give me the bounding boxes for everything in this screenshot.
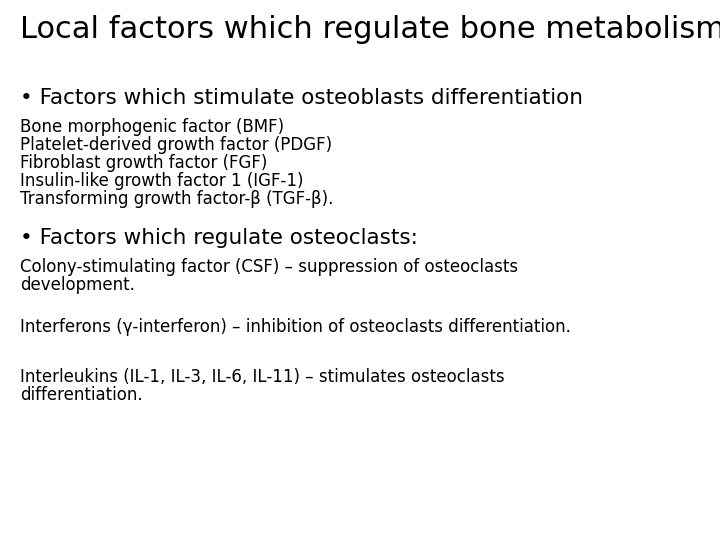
Text: differentiation.: differentiation. — [20, 386, 143, 404]
Text: Interleukins (IL-1, IL-3, IL-6, IL-11) – stimulates osteoclasts: Interleukins (IL-1, IL-3, IL-6, IL-11) –… — [20, 368, 505, 386]
Text: • Factors which regulate osteoclasts:: • Factors which regulate osteoclasts: — [20, 228, 418, 248]
Text: Bone morphogenic factor (BMF): Bone morphogenic factor (BMF) — [20, 118, 284, 136]
Text: Platelet-derived growth factor (PDGF): Platelet-derived growth factor (PDGF) — [20, 136, 332, 154]
Text: Fibroblast growth factor (FGF): Fibroblast growth factor (FGF) — [20, 154, 267, 172]
Text: Insulin-like growth factor 1 (IGF-1): Insulin-like growth factor 1 (IGF-1) — [20, 172, 304, 190]
Text: Interferons (γ-interferon) – inhibition of osteoclasts differentiation.: Interferons (γ-interferon) – inhibition … — [20, 318, 571, 336]
Text: Transforming growth factor-β (TGF-β).: Transforming growth factor-β (TGF-β). — [20, 190, 333, 208]
Text: development.: development. — [20, 276, 135, 294]
Text: Colony-stimulating factor (CSF) – suppression of osteoclasts: Colony-stimulating factor (CSF) – suppre… — [20, 258, 518, 276]
Text: • Factors which stimulate osteoblasts differentiation: • Factors which stimulate osteoblasts di… — [20, 88, 583, 108]
Text: Local factors which regulate bone metabolism: Local factors which regulate bone metabo… — [20, 15, 720, 44]
